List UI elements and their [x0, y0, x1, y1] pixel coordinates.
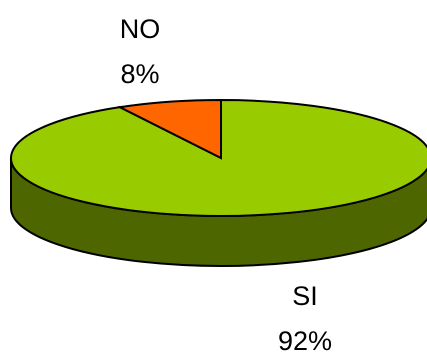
slice-label-si-percent: 92% [278, 326, 332, 356]
slice-label-no-percent: 8% [120, 59, 159, 89]
pie-slice-no [116, 98, 222, 160]
slice-label-si-name: SI [292, 281, 318, 311]
slice-label-no-name: NO [120, 14, 161, 44]
